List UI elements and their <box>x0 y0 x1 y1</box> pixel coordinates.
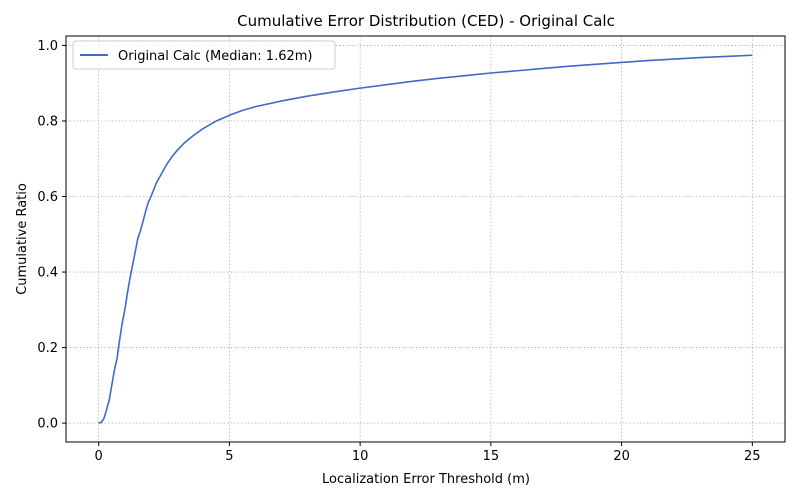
plot-area <box>98 54 753 424</box>
x-tick-label: 15 <box>483 449 500 464</box>
y-tick-label: 0.0 <box>37 417 58 432</box>
legend-box <box>72 40 336 70</box>
legend-entry: Original Calc (Median: 1.62m) <box>118 49 313 64</box>
axes-frame <box>65 35 786 443</box>
y-tick-label: 0.4 <box>37 266 58 281</box>
grid-lines <box>66 36 785 442</box>
y-tick-label: 0.6 <box>37 190 58 205</box>
x-tick-label: 10 <box>352 449 369 464</box>
y-tick-label: 0.2 <box>37 341 58 356</box>
y-axis-label: Cumulative Ratio <box>15 183 30 295</box>
legend: Original Calc (Median: 1.62m) <box>72 40 336 70</box>
x-tick-label: 20 <box>613 449 630 464</box>
series-line <box>98 54 753 424</box>
x-tick-label: 0 <box>95 449 103 464</box>
x-tick-label: 25 <box>744 449 761 464</box>
y-tick-label: 1.0 <box>37 39 58 54</box>
chart-title: Cumulative Error Distribution (CED) - Or… <box>237 12 615 30</box>
y-tick-label: 0.8 <box>37 114 58 129</box>
y-axis-ticks: 0.0 0.2 0.4 0.6 0.8 1.0 <box>37 39 66 432</box>
x-axis-ticks: 0 5 10 15 20 25 <box>95 442 761 464</box>
x-axis-label: Localization Error Threshold (m) <box>322 472 530 487</box>
x-tick-label: 5 <box>225 449 233 464</box>
